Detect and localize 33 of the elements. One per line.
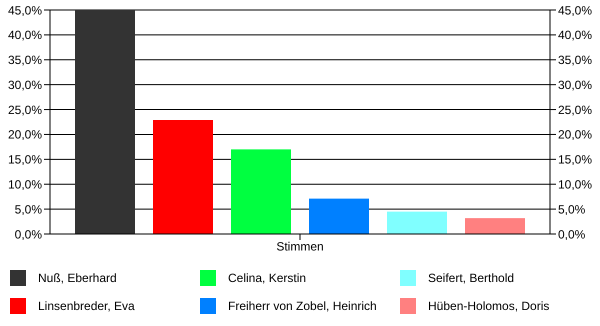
y-tick-label: 30,0%: [8, 78, 42, 92]
x-tick-label: Stimmen: [276, 240, 324, 254]
legend-label: Celina, Kerstin: [228, 271, 306, 285]
y-tick-label: 40,0%: [8, 28, 42, 42]
text: 40,0%: [558, 28, 592, 42]
bar: [75, 10, 135, 234]
text: 5,0%: [558, 202, 586, 216]
legend-label: Hüben-Holomos, Doris: [428, 299, 550, 313]
text: 25,0%: [558, 102, 592, 117]
y-tick-label: 10,0%: [8, 177, 42, 192]
text: 20,0%: [558, 128, 592, 142]
legend-label: Nuß, Eberhard: [38, 271, 117, 285]
y-tick-label: 20,0%: [8, 128, 42, 142]
bar: [465, 218, 525, 234]
y-tick-label: 15,0%: [8, 152, 42, 167]
text: 30,0%: [558, 78, 592, 92]
legend-label: Linsenbreder, Eva: [38, 299, 135, 313]
text: 45,0%: [558, 3, 592, 18]
bar: [153, 120, 213, 234]
legend-label: Seifert, Berthold: [428, 271, 514, 285]
bar: [231, 149, 291, 234]
bar: [387, 212, 447, 234]
y-tick-label: 25,0%: [8, 102, 42, 117]
y-tick-label: 45,0%: [8, 3, 42, 18]
text: 0,0%: [558, 227, 586, 242]
text: 15,0%: [558, 152, 592, 167]
text: 10,0%: [558, 177, 592, 192]
y-tick-label: 35,0%: [8, 53, 42, 68]
y-tick-label: 5,0%: [14, 202, 42, 216]
bar: [309, 198, 369, 234]
text: 35,0%: [558, 53, 592, 68]
legend-label: Freiherr von Zobel, Heinrich: [228, 299, 377, 313]
y-tick-label: 0,0%: [14, 227, 42, 242]
